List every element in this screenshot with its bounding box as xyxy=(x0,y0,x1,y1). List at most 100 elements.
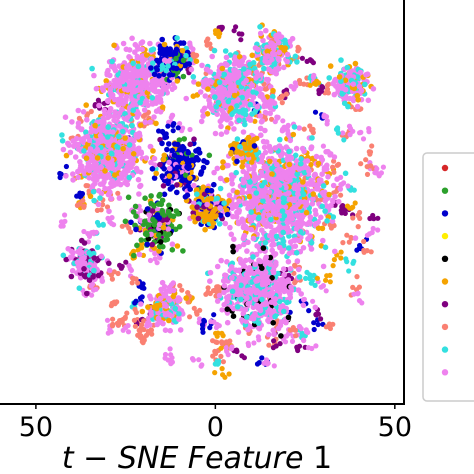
scatter-point xyxy=(219,164,226,171)
scatter-point xyxy=(216,221,223,227)
scatter-point xyxy=(187,126,193,133)
scatter-point xyxy=(164,216,170,223)
scatter-point xyxy=(157,239,164,245)
scatter-point xyxy=(375,215,381,221)
scatter-point xyxy=(253,289,259,296)
scatter-point xyxy=(239,216,246,222)
scatter-point xyxy=(261,360,267,366)
scatter-point xyxy=(213,104,220,110)
scatter-point xyxy=(150,46,157,52)
scatter-point xyxy=(214,165,221,172)
scatter-point xyxy=(313,211,319,217)
scatter-point xyxy=(73,135,80,142)
scatter-point xyxy=(327,279,333,285)
scatter-point xyxy=(168,361,174,367)
scatter-point xyxy=(280,266,287,272)
scatter-point xyxy=(366,129,372,135)
scatter-point xyxy=(229,181,235,187)
scatter-point xyxy=(305,329,311,335)
scatter-point xyxy=(313,220,319,227)
scatter-point xyxy=(221,71,227,78)
scatter-point xyxy=(97,118,104,125)
scatter-point xyxy=(223,129,230,135)
scatter-point xyxy=(165,357,171,363)
scatter-point xyxy=(378,170,384,176)
scatter-point xyxy=(195,146,202,153)
scatter-point xyxy=(174,182,180,188)
scatter-point xyxy=(274,161,280,168)
scatter-point xyxy=(89,65,95,72)
scatter-point xyxy=(169,241,176,247)
scatter-point xyxy=(177,121,183,127)
scatter-point xyxy=(223,112,229,118)
scatter-point xyxy=(75,107,82,114)
scatter-point xyxy=(85,183,91,189)
scatter-point xyxy=(95,139,102,145)
scatter-point xyxy=(293,225,300,232)
scatter-point xyxy=(358,161,364,167)
scatter-point xyxy=(207,269,214,276)
scatter-point xyxy=(99,135,106,142)
scatter-point xyxy=(167,186,174,192)
scatter-point xyxy=(298,156,304,162)
scatter-point xyxy=(251,340,257,346)
scatter-point xyxy=(217,175,224,182)
scatter-point xyxy=(272,251,279,257)
scatter-point xyxy=(306,308,312,314)
scatter-point xyxy=(160,82,167,89)
scatter-point xyxy=(160,224,167,231)
scatter-point xyxy=(243,77,249,84)
scatter-point xyxy=(275,199,281,205)
scatter-point xyxy=(152,256,158,262)
scatter-point xyxy=(328,202,334,209)
scatter-point xyxy=(319,225,326,232)
scatter-point xyxy=(112,96,118,103)
scatter-point xyxy=(364,232,370,238)
scatter-point xyxy=(257,204,264,210)
scatter-point xyxy=(219,93,226,100)
scatter-point xyxy=(118,171,125,177)
scatter-point xyxy=(320,237,326,244)
scatter-point xyxy=(218,131,225,137)
scatter-point xyxy=(236,243,242,250)
scatter-point xyxy=(292,263,298,269)
scatter-point xyxy=(142,195,148,201)
scatter-point xyxy=(253,190,260,196)
scatter-point xyxy=(72,154,79,160)
scatter-point xyxy=(357,130,363,136)
scatter-point xyxy=(285,258,292,265)
scatter-point xyxy=(125,194,132,201)
scatter-point xyxy=(86,175,92,181)
scatter-point xyxy=(142,112,148,118)
scatter-point xyxy=(235,97,241,103)
scatter-point xyxy=(247,61,253,68)
scatter-point xyxy=(177,283,183,289)
scatter-point xyxy=(72,141,79,147)
scatter-point xyxy=(312,109,319,115)
scatter-point xyxy=(287,137,294,144)
scatter-point xyxy=(299,55,305,61)
scatter-point xyxy=(229,288,236,295)
scatter-point xyxy=(102,111,108,117)
scatter-point xyxy=(205,285,211,291)
scatter-point xyxy=(301,126,307,132)
scatter-point xyxy=(224,62,230,68)
scatter-point xyxy=(268,216,274,223)
scatter-point xyxy=(310,130,316,136)
scatter-point xyxy=(215,71,222,77)
scatter-point xyxy=(124,115,130,121)
scatter-point xyxy=(136,191,142,197)
scatter-point xyxy=(212,370,218,376)
scatter-point xyxy=(170,65,177,71)
scatter-point xyxy=(335,125,341,131)
scatter-point xyxy=(221,301,227,308)
scatter-point xyxy=(57,170,63,177)
scatter-point xyxy=(233,169,239,176)
scatter-point xyxy=(137,99,143,106)
scatter-point xyxy=(139,339,145,345)
scatter-point xyxy=(219,341,225,347)
scatter-point xyxy=(307,57,313,63)
scatter-point xyxy=(284,219,291,225)
scatter-point xyxy=(98,190,105,197)
scatter-point xyxy=(119,223,125,229)
